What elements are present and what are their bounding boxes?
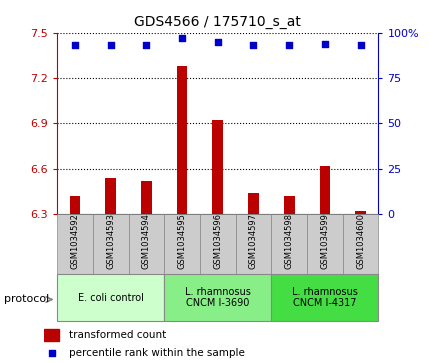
Bar [213,121,223,214]
Point [107,42,114,48]
Bar [284,196,294,214]
Point [179,35,186,41]
Bar [200,214,236,274]
Bar [164,274,271,321]
Text: L. rhamnosus
CNCM I-3690: L. rhamnosus CNCM I-3690 [185,287,251,309]
Text: E. coli control: E. coli control [78,293,144,303]
Bar [271,214,307,274]
Text: GSM1034596: GSM1034596 [213,213,222,269]
Point [48,350,55,356]
Point [357,42,364,48]
Bar [177,66,187,214]
Text: GSM1034600: GSM1034600 [356,213,365,269]
Bar [319,166,330,214]
Text: L. rhamnosus
CNCM I-4317: L. rhamnosus CNCM I-4317 [292,287,358,309]
Bar [343,214,378,274]
Bar [57,214,93,274]
Bar [93,214,128,274]
Point [321,41,328,46]
Text: GSM1034598: GSM1034598 [285,213,293,269]
Bar [70,196,81,214]
Point [214,39,221,45]
Bar [307,214,343,274]
Point [143,42,150,48]
Bar [106,178,116,214]
Text: transformed count: transformed count [69,330,166,340]
Text: GSM1034594: GSM1034594 [142,213,151,269]
Bar [128,214,164,274]
Bar [164,214,200,274]
Text: GSM1034595: GSM1034595 [178,213,187,269]
Text: GSM1034597: GSM1034597 [249,213,258,269]
Text: protocol: protocol [4,294,50,305]
Bar [57,274,164,321]
Point [250,42,257,48]
Point [286,42,293,48]
Point [72,42,79,48]
Title: GDS4566 / 175710_s_at: GDS4566 / 175710_s_at [134,15,301,29]
Text: GSM1034593: GSM1034593 [106,213,115,269]
Bar [271,274,378,321]
Bar [355,211,366,214]
Text: GSM1034599: GSM1034599 [320,213,330,269]
Bar [44,329,59,341]
Text: percentile rank within the sample: percentile rank within the sample [69,348,245,358]
Bar [248,193,259,214]
Bar [236,214,271,274]
Text: GSM1034592: GSM1034592 [70,213,80,269]
Bar [141,181,152,214]
